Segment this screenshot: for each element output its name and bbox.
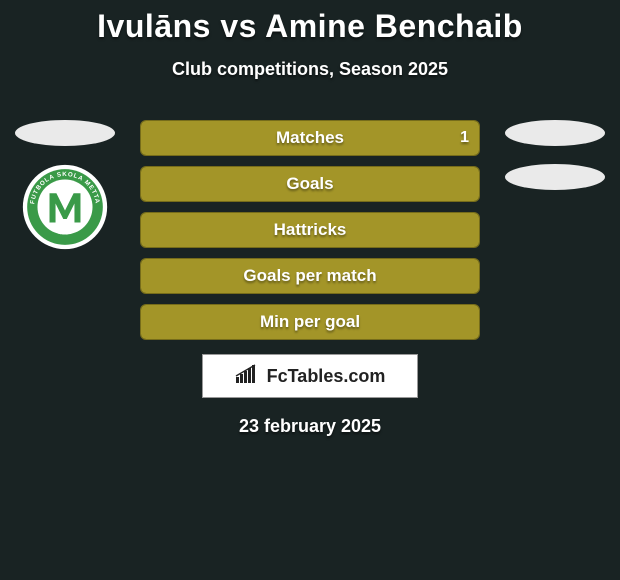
chart-bars-icon (235, 364, 261, 389)
stat-label: Min per goal (260, 312, 360, 332)
badge-bottom-text: 2006 (57, 229, 73, 237)
stat-row: Min per goal (140, 304, 480, 340)
page-subtitle: Club competitions, Season 2025 (0, 59, 620, 80)
footer-logo: FcTables.com (202, 354, 418, 398)
stat-row: Hattricks (140, 212, 480, 248)
left-player-column: FUTBOLA SKOLA METTA 2006 (10, 120, 120, 250)
right-club-badge-placeholder (505, 164, 605, 190)
stat-value-right: 1 (460, 129, 469, 147)
stat-row: Goals per match (140, 258, 480, 294)
stats-list: 1 Matches Goals Hattricks Goals per match Min… (140, 120, 480, 340)
footer-date: 23 february 2025 (0, 416, 620, 437)
stat-row: 1 Matches (140, 120, 480, 156)
left-player-photo-placeholder (15, 120, 115, 146)
right-player-column (500, 120, 610, 208)
page-title: Ivulāns vs Amine Benchaib (0, 0, 620, 45)
comparison-layout: FUTBOLA SKOLA METTA 2006 1 Matches Goals Ha… (0, 120, 620, 340)
stat-label: Matches (276, 128, 344, 148)
stat-row: Goals (140, 166, 480, 202)
footer-site-name: FcTables.com (267, 366, 386, 387)
right-player-photo-placeholder (505, 120, 605, 146)
svg-text:2006: 2006 (57, 229, 73, 237)
left-club-badge: FUTBOLA SKOLA METTA 2006 (22, 164, 108, 250)
stat-label: Hattricks (274, 220, 347, 240)
stat-label: Goals (286, 174, 333, 194)
stat-label: Goals per match (243, 266, 376, 286)
